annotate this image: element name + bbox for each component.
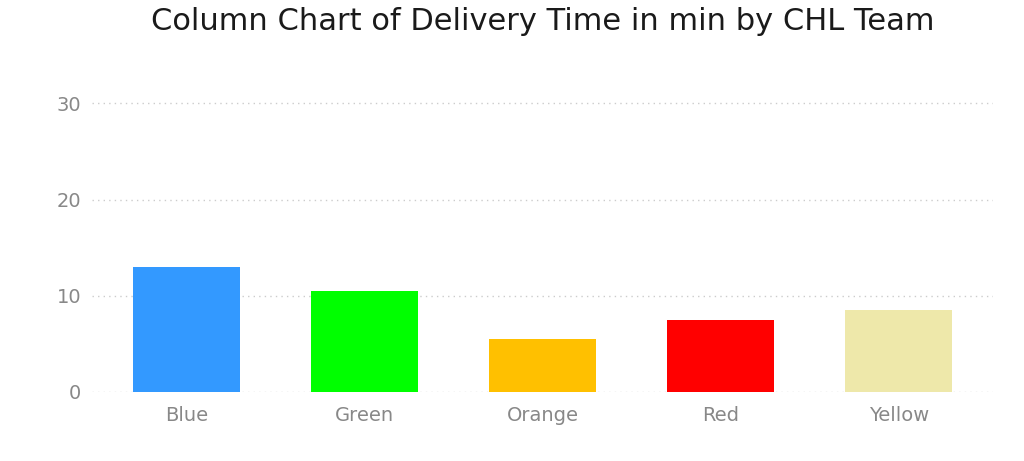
Bar [133, 267, 240, 392]
Bar [311, 291, 418, 392]
Bar [846, 310, 952, 392]
Title: Column Chart of Delivery Time in min by CHL Team: Column Chart of Delivery Time in min by … [151, 7, 935, 36]
Bar [489, 339, 596, 392]
Bar [668, 320, 774, 392]
